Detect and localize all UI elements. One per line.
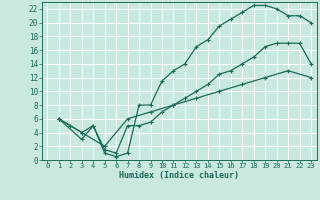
X-axis label: Humidex (Indice chaleur): Humidex (Indice chaleur) <box>119 171 239 180</box>
